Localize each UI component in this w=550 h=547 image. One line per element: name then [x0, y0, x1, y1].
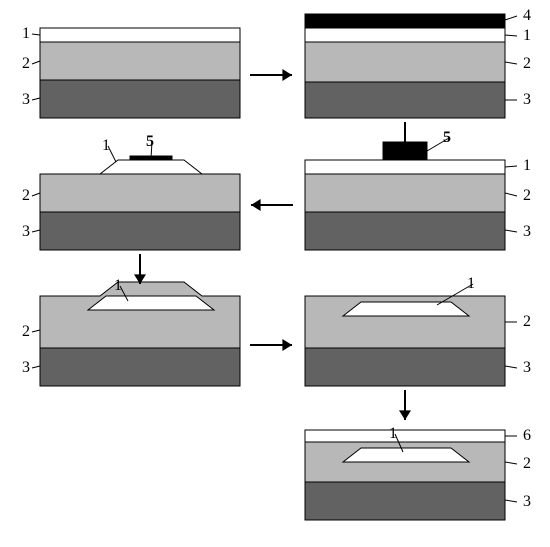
- layer-l3: [305, 348, 505, 386]
- label-2: 2: [523, 313, 531, 330]
- leader-line: [32, 34, 40, 35]
- label-5: 5: [146, 133, 154, 150]
- layer-l2: [40, 174, 240, 212]
- label-2: 2: [523, 187, 531, 204]
- layer-l2: [305, 174, 505, 212]
- flow-arrow: [399, 390, 411, 420]
- label-3: 3: [523, 91, 531, 108]
- label-6: 6: [523, 427, 531, 444]
- panel-p4: 5 1 2 3: [22, 133, 240, 250]
- leader-line: [505, 366, 517, 368]
- label-2: 2: [22, 187, 30, 204]
- label-2: 2: [22, 55, 30, 72]
- panel-p3: 5 1 2 3: [305, 129, 531, 250]
- layer-l2: [40, 282, 240, 348]
- mesa-layer-1: [88, 296, 214, 310]
- label-5: 5: [443, 129, 451, 146]
- label-3: 3: [523, 359, 531, 376]
- process-flow-diagram: 1234123512351231231231623: [0, 0, 550, 542]
- label-1: 1: [467, 275, 475, 292]
- leader-line: [505, 500, 517, 502]
- label-1: 1: [523, 157, 531, 174]
- leader-line: [32, 366, 40, 368]
- label-4: 4: [523, 7, 531, 24]
- leader-line: [505, 166, 517, 167]
- panel-p5: 1 2 3: [22, 277, 240, 386]
- panel-p6: 1 2 3: [305, 275, 531, 386]
- leader-line: [32, 98, 40, 100]
- label-1: 1: [114, 277, 122, 294]
- layer-l3: [305, 482, 505, 520]
- layer-l3: [305, 82, 505, 118]
- leader-line: [505, 16, 517, 20]
- layer-l4: [305, 14, 505, 28]
- layer-l3: [305, 212, 505, 250]
- flow-arrow: [250, 69, 292, 81]
- mesa-layer-1: [343, 302, 469, 316]
- flow-arrow: [251, 199, 293, 211]
- layer-l2: [305, 42, 505, 82]
- label-1: 1: [22, 25, 30, 42]
- leader-line: [32, 230, 40, 232]
- label-3: 3: [523, 493, 531, 510]
- layer-l1: [40, 28, 240, 42]
- leader-line: [505, 462, 517, 464]
- leader-line: [505, 193, 517, 196]
- leader-line: [32, 61, 40, 64]
- layer-l3: [40, 80, 240, 118]
- label-2: 2: [22, 323, 30, 340]
- label-2: 2: [523, 55, 531, 72]
- flow-arrow: [134, 254, 146, 284]
- leader-line: [32, 193, 40, 196]
- layer-l1: [305, 28, 505, 42]
- layer-l2: [40, 42, 240, 80]
- layer-l3: [40, 212, 240, 250]
- label-3: 3: [22, 223, 30, 240]
- mesa-layer-1: [343, 448, 469, 462]
- leader-line: [505, 35, 517, 36]
- mesa-layer-1: [40, 160, 240, 174]
- label-3: 3: [22, 91, 30, 108]
- label-1: 1: [389, 425, 397, 442]
- flow-arrow: [250, 339, 292, 351]
- layer-l3: [40, 348, 240, 386]
- label-1: 1: [102, 137, 110, 154]
- label-1: 1: [523, 27, 531, 44]
- panel-p1: 1 2 3: [22, 25, 240, 118]
- label-3: 3: [523, 223, 531, 240]
- panel-p2: 4 1 2 3: [305, 7, 531, 118]
- label-3: 3: [22, 359, 30, 376]
- leader-line: [505, 230, 517, 232]
- layer-l1: [305, 160, 505, 174]
- layer-l6: [305, 430, 505, 442]
- panel-p7: 1623: [305, 425, 531, 520]
- leader-line: [505, 62, 517, 64]
- label-2: 2: [523, 455, 531, 472]
- leader-line: [32, 330, 40, 332]
